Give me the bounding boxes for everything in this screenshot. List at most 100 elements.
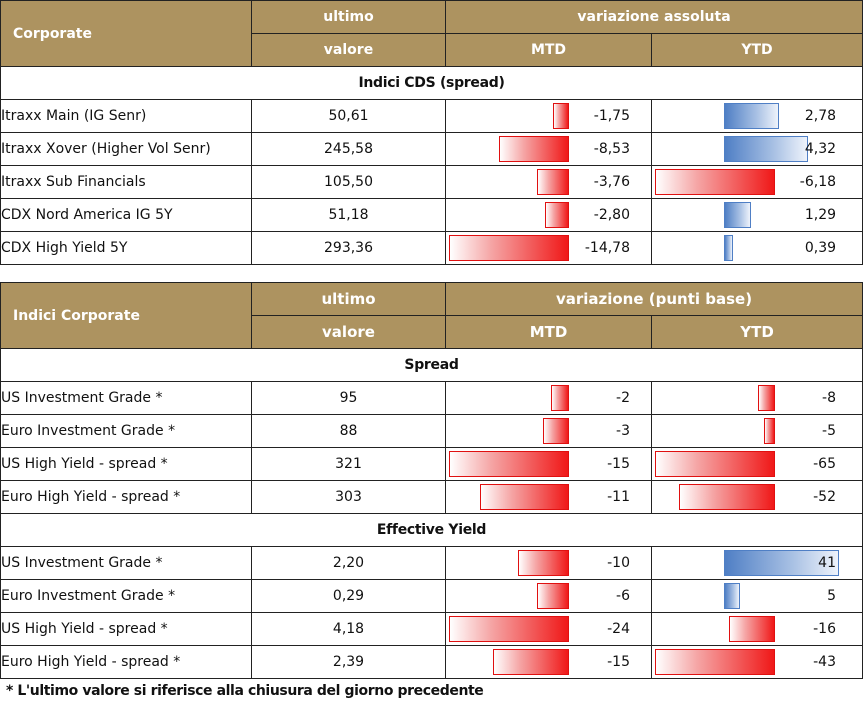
- row-name: Euro Investment Grade *: [0, 579, 252, 613]
- row-last-value: 245,58: [251, 132, 446, 166]
- table-row: CDX Nord America IG 5Y 51,18 -2,80 1,29: [0, 198, 863, 232]
- table-row: Euro High Yield - spread * 303 -11 -52: [0, 480, 863, 514]
- ytd-bar: [724, 136, 808, 162]
- header-last-line1: ultimo: [251, 282, 446, 316]
- ytd-bar: [729, 616, 775, 642]
- mtd-bar: [553, 103, 569, 129]
- row-mtd-cell: -6: [445, 579, 652, 613]
- table-row: US High Yield - spread * 4,18 -24 -16: [0, 612, 863, 646]
- row-last-value: 51,18: [251, 198, 446, 232]
- mtd-value: -10: [607, 555, 630, 571]
- mtd-value: -15: [607, 654, 630, 670]
- row-mtd-cell: -3: [445, 414, 652, 448]
- row-name: CDX High Yield 5Y: [0, 231, 252, 265]
- row-mtd-cell: -8,53: [445, 132, 652, 166]
- cds-table: Corporate ultimo variazione assoluta val…: [0, 0, 863, 265]
- table-row: Euro High Yield - spread * 2,39 -15 -43: [0, 645, 863, 679]
- ytd-value: 41: [818, 555, 836, 571]
- row-mtd-cell: -14,78: [445, 231, 652, 265]
- mtd-value: -8,53: [593, 141, 630, 157]
- table-row: Itraxx Sub Financials 105,50 -3,76 -6,18: [0, 165, 863, 199]
- row-last-value: 88: [251, 414, 446, 448]
- mtd-value: -2: [616, 390, 630, 406]
- row-name: Itraxx Main (IG Senr): [0, 99, 252, 133]
- ytd-bar: [724, 103, 779, 129]
- row-ytd-cell: 2,78: [650, 99, 863, 133]
- table-row: Itraxx Xover (Higher Vol Senr) 245,58 -8,5…: [0, 132, 863, 166]
- mtd-value: -3,76: [593, 174, 630, 190]
- mtd-value: -2,80: [593, 207, 630, 223]
- ytd-bar: [724, 235, 733, 261]
- ytd-value: 5: [827, 588, 836, 604]
- ytd-value: 1,29: [804, 207, 837, 223]
- row-last-value: 293,36: [251, 231, 446, 265]
- row-name: US High Yield - spread *: [0, 447, 252, 481]
- row-name: US High Yield - spread *: [0, 612, 252, 646]
- ytd-value: -43: [813, 654, 836, 670]
- row-ytd-cell: -6,18: [650, 165, 863, 199]
- header-label: Indici Corporate: [0, 282, 252, 349]
- row-last-value: 4,18: [251, 612, 446, 646]
- row-name: Euro High Yield - spread *: [0, 480, 252, 514]
- ytd-value: -52: [813, 489, 836, 505]
- mtd-value: -6: [616, 588, 630, 604]
- header-group: variazione (punti base): [445, 282, 863, 316]
- mtd-bar: [480, 484, 569, 510]
- table-row: Euro Investment Grade * 88 -3 -5: [0, 414, 863, 448]
- ytd-bar: [764, 418, 775, 444]
- mtd-bar: [518, 550, 569, 576]
- row-ytd-cell: -16: [651, 612, 863, 646]
- table-row: US Investment Grade * 95 -2 -8: [0, 381, 863, 415]
- mtd-value: -11: [607, 489, 630, 505]
- ytd-value: 0,39: [804, 240, 837, 256]
- row-mtd-cell: -11: [445, 480, 652, 514]
- row-last-value: 303: [251, 480, 446, 514]
- row-ytd-cell: 4,32: [650, 132, 863, 166]
- corporate-table: Indici Corporate ultimo variazione (punt…: [0, 282, 863, 679]
- ytd-bar: [724, 550, 839, 576]
- mtd-value: -1,75: [593, 108, 630, 124]
- mtd-bar: [449, 451, 569, 477]
- section-title: Effective Yield: [0, 513, 863, 547]
- row-mtd-cell: -2: [445, 381, 652, 415]
- row-name: Itraxx Xover (Higher Vol Senr): [0, 132, 252, 166]
- header-last-line2: valore: [251, 315, 446, 349]
- row-mtd-cell: -10: [445, 546, 652, 580]
- row-name: US Investment Grade *: [0, 546, 252, 580]
- row-name: US Investment Grade *: [0, 381, 252, 415]
- row-last-value: 50,61: [251, 99, 446, 133]
- section-title: Indici CDS (spread): [0, 66, 863, 100]
- header-mtd: MTD: [445, 315, 652, 349]
- table-row: US High Yield - spread * 321 -15 -65: [0, 447, 863, 481]
- row-ytd-cell: 5: [651, 579, 863, 613]
- table-row: Itraxx Main (IG Senr) 50,61 -1,75 2,78: [0, 99, 863, 133]
- row-last-value: 2,39: [251, 645, 446, 679]
- ytd-bar: [655, 649, 775, 675]
- row-last-value: 321: [251, 447, 446, 481]
- mtd-value: -24: [607, 621, 630, 637]
- mtd-bar: [537, 583, 569, 609]
- row-mtd-cell: -15: [445, 447, 652, 481]
- mtd-bar: [543, 418, 569, 444]
- row-name: CDX Nord America IG 5Y: [0, 198, 252, 232]
- row-mtd-cell: -2,80: [445, 198, 652, 232]
- header-ytd: YTD: [651, 315, 863, 349]
- row-name: Euro Investment Grade *: [0, 414, 252, 448]
- row-ytd-cell: 0,39: [650, 231, 863, 265]
- mtd-bar: [499, 136, 569, 162]
- table-row: US Investment Grade * 2,20 -10 41: [0, 546, 863, 580]
- row-last-value: 2,20: [251, 546, 446, 580]
- header-mtd: MTD: [445, 33, 652, 67]
- row-ytd-cell: -65: [651, 447, 863, 481]
- ytd-value: -6,18: [799, 174, 837, 190]
- mtd-bar: [449, 616, 569, 642]
- row-mtd-cell: -3,76: [445, 165, 652, 199]
- ytd-bar: [679, 484, 775, 510]
- row-last-value: 105,50: [251, 165, 446, 199]
- mtd-bar: [493, 649, 569, 675]
- mtd-bar: [537, 169, 569, 195]
- mtd-value: -15: [607, 456, 630, 472]
- footnote: * L'ultimo valore si riferisce alla chiu…: [6, 683, 484, 699]
- row-last-value: 0,29: [251, 579, 446, 613]
- row-mtd-cell: -15: [445, 645, 652, 679]
